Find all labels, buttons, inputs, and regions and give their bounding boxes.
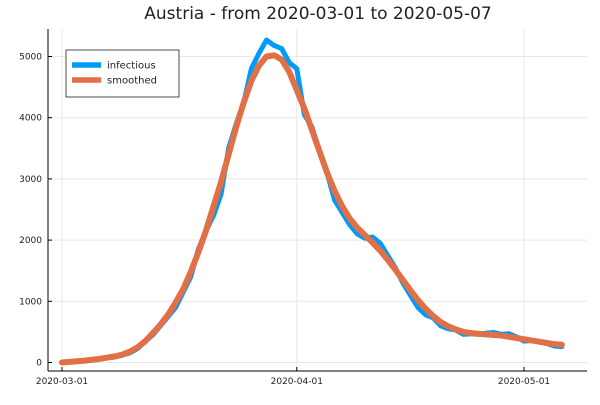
y-tick-label: 3000 <box>19 175 42 185</box>
y-tick-label: 5000 <box>19 53 42 63</box>
y-tick-label: 1000 <box>19 297 42 307</box>
series-line-smoothed <box>59 52 565 366</box>
tick-labels: 0 1000 2000 3000 4000 5000 2020-03-01 2020-04-0… <box>19 53 550 388</box>
legend-label-infectious: infectious <box>107 61 156 72</box>
x-tick-label: 2020-03-01 <box>36 377 88 387</box>
x-tick-label: 2020-05-01 <box>498 377 550 387</box>
y-tick-label: 0 <box>36 359 42 369</box>
series-lines <box>59 37 565 366</box>
y-tick-label: 2000 <box>19 236 42 246</box>
legend-box <box>65 49 180 98</box>
y-tick-label: 4000 <box>19 114 42 124</box>
legend-label-smoothed: smoothed <box>107 76 157 87</box>
axes <box>47 29 587 372</box>
x-tick-label: 2020-04-01 <box>271 377 323 387</box>
chart-title: Austria - from 2020-03-01 to 2020-05-07 <box>144 4 491 24</box>
legend: infectious smoothed <box>65 49 180 98</box>
